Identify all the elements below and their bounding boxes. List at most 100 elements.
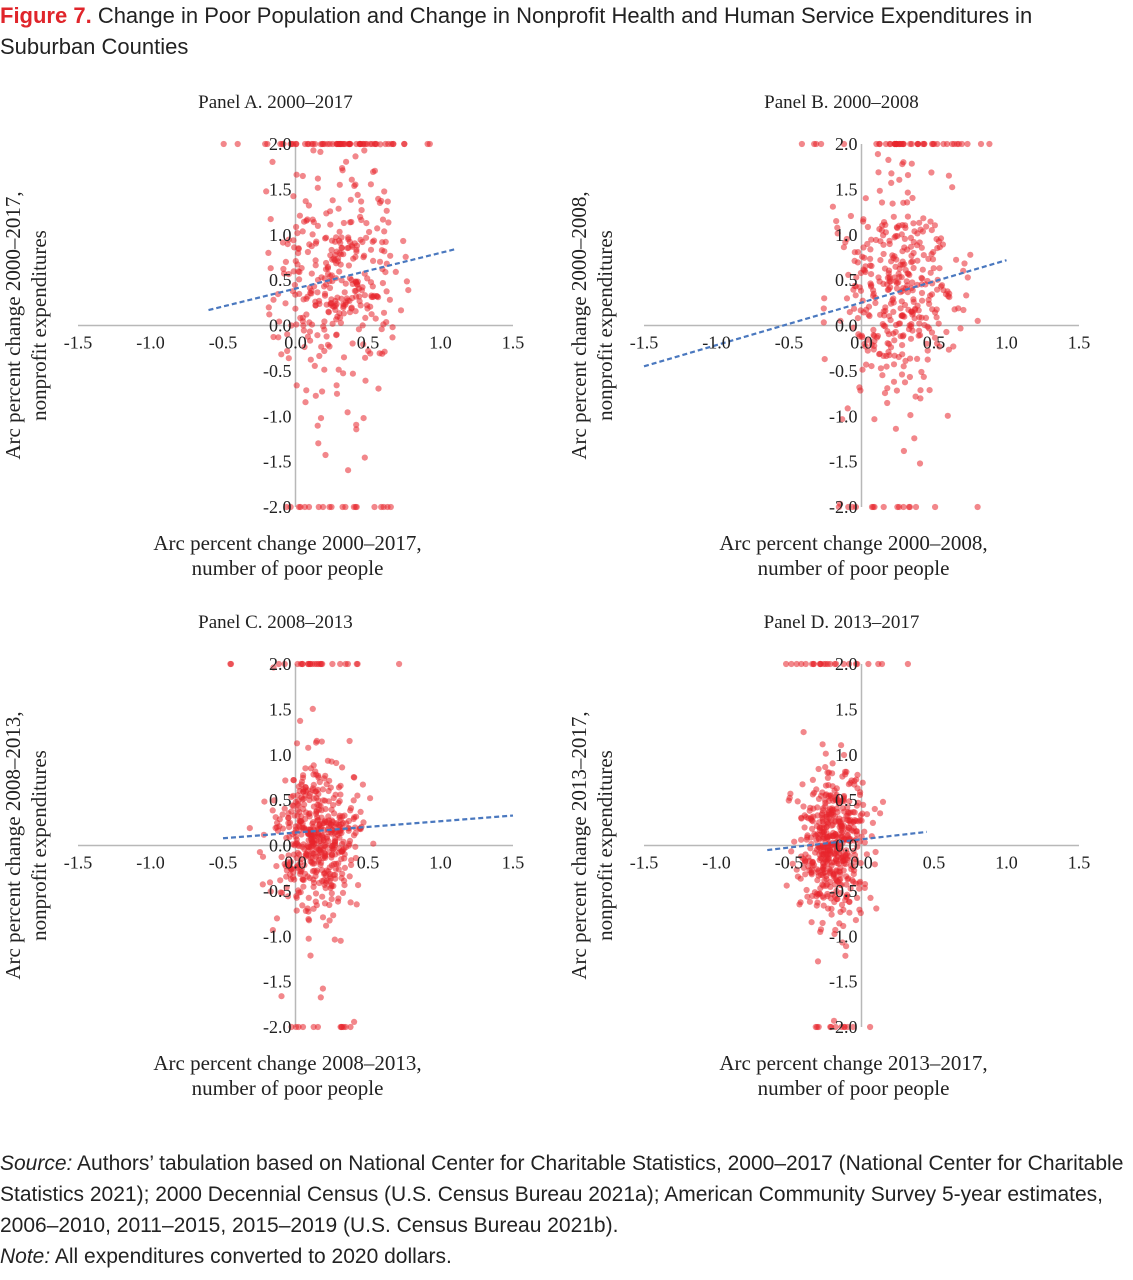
data-point bbox=[367, 795, 374, 802]
data-point bbox=[333, 332, 340, 339]
data-point bbox=[793, 660, 800, 668]
data-point bbox=[310, 147, 317, 154]
data-point bbox=[920, 215, 927, 222]
data-point bbox=[801, 824, 808, 831]
data-point bbox=[829, 760, 836, 767]
data-point bbox=[955, 305, 962, 312]
data-point bbox=[867, 894, 874, 901]
data-point bbox=[371, 167, 378, 174]
data-point bbox=[844, 832, 852, 839]
x-tick-label: 1.5 bbox=[502, 853, 525, 873]
data-point bbox=[820, 305, 827, 312]
data-point bbox=[376, 258, 384, 265]
data-point bbox=[304, 248, 311, 256]
data-point bbox=[863, 811, 871, 818]
data-point bbox=[862, 195, 869, 202]
data-point bbox=[328, 246, 335, 254]
data-point bbox=[316, 778, 323, 786]
data-point bbox=[356, 298, 363, 305]
data-point bbox=[246, 825, 253, 832]
data-point bbox=[900, 503, 907, 511]
data-point bbox=[869, 819, 876, 826]
data-point bbox=[280, 265, 287, 273]
data-point bbox=[837, 881, 844, 889]
scatter-chart-panel-c: Panel C. 2008–2013 -1.5 -1.0 -0.5 0.0 0.5 1.0 1… bbox=[1, 612, 525, 1100]
data-point bbox=[352, 253, 359, 260]
data-point bbox=[302, 198, 309, 205]
data-point bbox=[905, 306, 912, 313]
data-point bbox=[865, 660, 872, 668]
data-point bbox=[808, 814, 815, 821]
y-tick-label: 0.0 bbox=[835, 316, 858, 336]
data-point bbox=[851, 249, 858, 256]
data-point bbox=[304, 873, 311, 880]
data-point bbox=[290, 792, 297, 799]
data-point bbox=[312, 262, 319, 269]
data-point bbox=[865, 336, 872, 343]
data-point bbox=[319, 877, 326, 885]
data-point bbox=[919, 228, 926, 235]
data-point bbox=[297, 660, 304, 668]
data-point bbox=[312, 890, 320, 897]
data-point bbox=[299, 1023, 307, 1031]
data-point bbox=[362, 377, 369, 384]
data-point bbox=[788, 848, 795, 855]
data-point bbox=[974, 503, 981, 511]
data-point bbox=[352, 287, 360, 294]
data-point bbox=[893, 387, 900, 394]
data-point bbox=[945, 172, 952, 179]
data-point bbox=[313, 737, 320, 744]
data-point bbox=[287, 503, 294, 511]
x-tick-label: 1.5 bbox=[1068, 333, 1091, 353]
data-point bbox=[329, 140, 336, 148]
data-point bbox=[859, 810, 866, 817]
data-point bbox=[801, 812, 808, 819]
data-point bbox=[322, 885, 329, 892]
data-point bbox=[328, 890, 335, 897]
data-point bbox=[380, 503, 387, 511]
data-point bbox=[860, 801, 867, 808]
data-point bbox=[827, 868, 834, 875]
data-point bbox=[265, 304, 272, 311]
data-point bbox=[327, 784, 334, 791]
data-point bbox=[269, 927, 276, 934]
data-point bbox=[329, 660, 336, 668]
data-point bbox=[382, 269, 389, 276]
data-point bbox=[305, 935, 312, 942]
data-point bbox=[336, 140, 343, 148]
data-point bbox=[292, 140, 300, 148]
data-point bbox=[341, 855, 348, 862]
trend-line bbox=[767, 830, 927, 852]
data-point bbox=[852, 292, 859, 299]
y-tick-label: 1.0 bbox=[835, 745, 858, 765]
data-point bbox=[299, 228, 306, 235]
data-point bbox=[816, 827, 823, 834]
data-point bbox=[278, 993, 285, 1000]
x-axis-label: Arc percent change 2000–2008, bbox=[719, 531, 987, 555]
data-point bbox=[264, 140, 271, 148]
data-point bbox=[316, 352, 323, 360]
data-point bbox=[916, 314, 923, 321]
data-point bbox=[389, 334, 396, 341]
data-point bbox=[340, 219, 347, 227]
data-point bbox=[909, 258, 916, 265]
data-point bbox=[360, 415, 367, 422]
data-point bbox=[870, 326, 877, 333]
data-point bbox=[359, 238, 366, 246]
data-point bbox=[868, 363, 875, 370]
data-point bbox=[857, 387, 864, 394]
data-point bbox=[318, 660, 325, 668]
data-point bbox=[291, 876, 298, 883]
data-point bbox=[889, 200, 896, 207]
data-point bbox=[325, 308, 332, 315]
data-point bbox=[854, 843, 861, 850]
data-point bbox=[880, 250, 887, 258]
data-point bbox=[796, 901, 803, 908]
data-point bbox=[295, 783, 302, 790]
data-point bbox=[853, 802, 860, 809]
data-point bbox=[284, 241, 291, 248]
data-point bbox=[351, 1018, 358, 1025]
x-tick-label: -1.5 bbox=[64, 333, 93, 353]
y-axis-label: Arc percent change 2013–2017, bbox=[567, 711, 591, 979]
y-tick-label: 2.0 bbox=[835, 134, 858, 154]
